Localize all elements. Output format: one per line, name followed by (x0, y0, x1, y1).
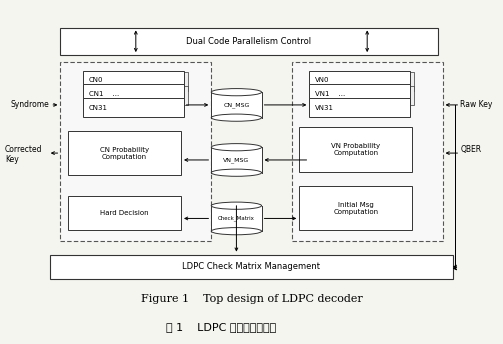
FancyBboxPatch shape (50, 255, 453, 279)
FancyBboxPatch shape (83, 98, 184, 117)
FancyBboxPatch shape (299, 127, 412, 172)
Text: CN_MSG: CN_MSG (223, 102, 249, 108)
FancyBboxPatch shape (313, 72, 414, 91)
Ellipse shape (211, 144, 262, 151)
FancyBboxPatch shape (309, 84, 410, 103)
FancyBboxPatch shape (309, 71, 410, 89)
Text: CN31: CN31 (89, 105, 108, 110)
Text: LDPC Check Matrix Management: LDPC Check Matrix Management (183, 262, 320, 271)
Text: CN Probability
Computation: CN Probability Computation (100, 147, 149, 160)
FancyBboxPatch shape (211, 147, 262, 173)
Text: VN1    ...: VN1 ... (315, 91, 346, 97)
Ellipse shape (211, 228, 262, 235)
Ellipse shape (211, 169, 262, 176)
FancyBboxPatch shape (68, 196, 181, 230)
Ellipse shape (211, 114, 262, 121)
FancyBboxPatch shape (299, 186, 412, 230)
Text: Hard Decision: Hard Decision (100, 210, 149, 216)
FancyBboxPatch shape (60, 62, 211, 241)
Ellipse shape (211, 89, 262, 96)
FancyBboxPatch shape (313, 86, 414, 105)
Ellipse shape (211, 202, 262, 209)
Text: Check_Matrix: Check_Matrix (218, 216, 255, 221)
FancyBboxPatch shape (60, 28, 438, 55)
FancyBboxPatch shape (309, 98, 410, 117)
FancyBboxPatch shape (211, 206, 262, 231)
FancyBboxPatch shape (83, 84, 184, 103)
Text: Figure 1    Top design of LDPC decoder: Figure 1 Top design of LDPC decoder (141, 294, 362, 304)
FancyBboxPatch shape (83, 71, 184, 89)
Text: Raw Key: Raw Key (460, 100, 492, 109)
Text: CN1    ...: CN1 ... (89, 91, 119, 97)
FancyBboxPatch shape (211, 92, 262, 118)
FancyBboxPatch shape (68, 131, 181, 175)
Text: Initial Msg
Computation: Initial Msg Computation (333, 202, 378, 215)
Text: Dual Code Parallelism Control: Dual Code Parallelism Control (187, 37, 311, 46)
Text: VN_MSG: VN_MSG (223, 157, 249, 163)
Text: VN31: VN31 (315, 105, 334, 110)
Text: VN0: VN0 (315, 77, 330, 83)
Text: 图 1    LDPC 译码器总体设计: 图 1 LDPC 译码器总体设计 (166, 322, 277, 332)
FancyBboxPatch shape (87, 86, 188, 105)
Text: Corrected
Key: Corrected Key (5, 145, 43, 164)
Text: Syndrome: Syndrome (10, 100, 49, 109)
Text: VN Probability
Computation: VN Probability Computation (331, 143, 380, 156)
FancyBboxPatch shape (87, 72, 188, 91)
Text: QBER: QBER (460, 145, 481, 154)
Text: CN0: CN0 (89, 77, 104, 83)
FancyBboxPatch shape (292, 62, 443, 241)
